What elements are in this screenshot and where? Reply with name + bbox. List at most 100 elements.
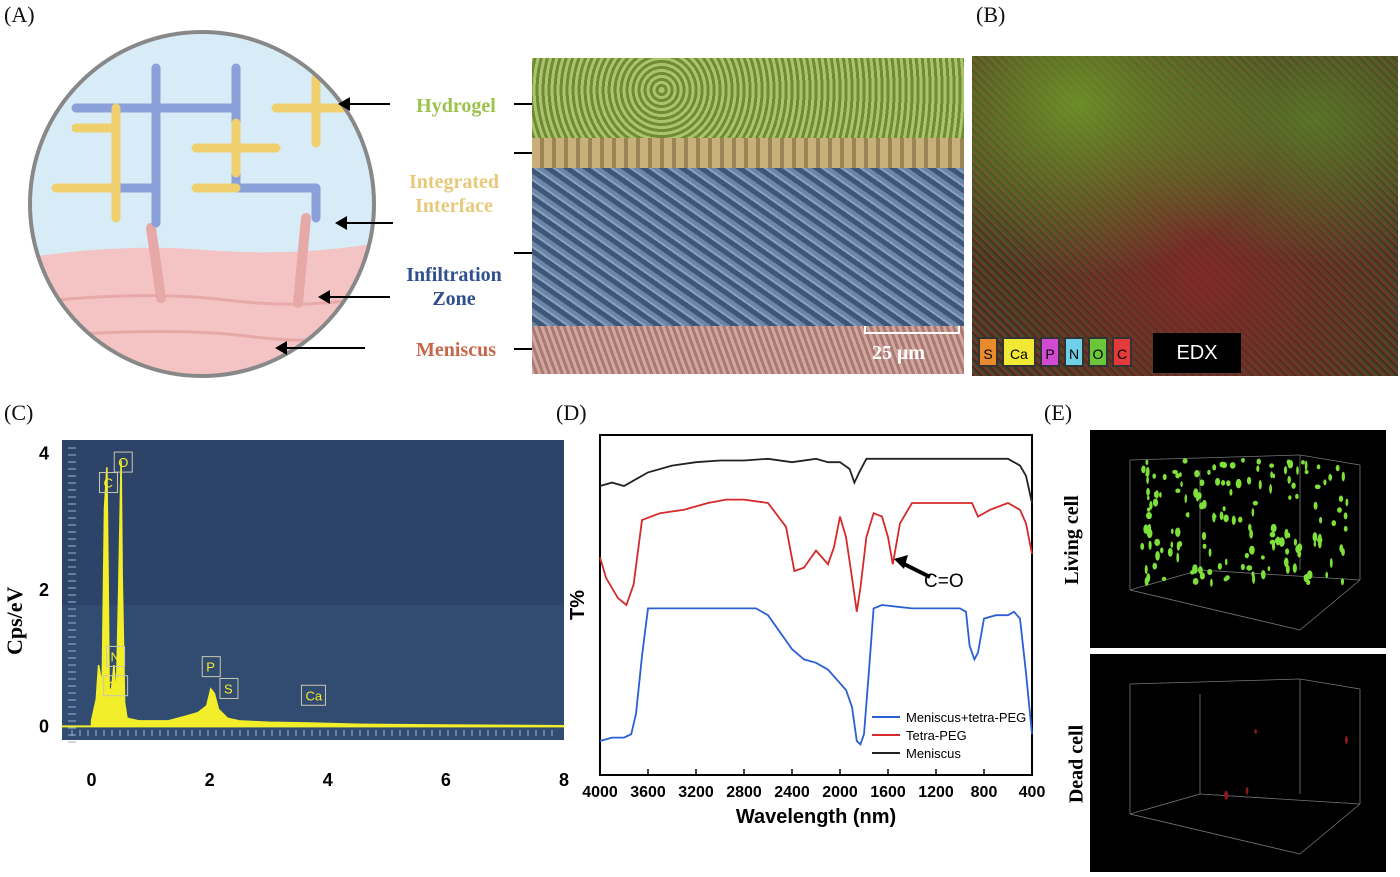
- layer-label-hydrogel: Hydrogel: [416, 95, 496, 117]
- cell-dot: [1146, 528, 1153, 539]
- layer-label-interface: Integrated Interface: [409, 171, 499, 217]
- cell-dot: [1199, 572, 1205, 580]
- cell-dot: [1160, 547, 1164, 554]
- cell-dot: [1144, 565, 1148, 575]
- ftir-legend-label: Meniscus+tetra-PEG: [906, 710, 1026, 725]
- cell-dot: [1288, 495, 1292, 500]
- edx-peak-label: S: [224, 681, 233, 696]
- cell-dot: [1154, 490, 1159, 499]
- cell-dot: [1304, 469, 1309, 474]
- edx-y-tick-label: 4: [39, 444, 49, 464]
- cell-dot: [1313, 501, 1318, 510]
- ftir-series-tetra-peg: [599, 498, 1033, 612]
- cell-dot: [1325, 571, 1329, 579]
- cell-dot: [1154, 538, 1161, 547]
- cell-dot: [1215, 477, 1221, 486]
- cell-dot: [1176, 552, 1180, 563]
- edx-peak-label: Ca: [108, 679, 125, 694]
- cell-dot: [1285, 548, 1290, 555]
- cell-dot: [1145, 466, 1150, 477]
- cell-dot: [1316, 464, 1321, 470]
- ftir-x-tick-label: 1600: [870, 784, 906, 801]
- ftir-x-tick-label: 1200: [918, 784, 954, 801]
- schematic-arrow-interface: [335, 216, 393, 230]
- cell-dot: [1172, 469, 1178, 475]
- confocal-box-edge: [1129, 813, 1301, 855]
- cell-dot: [1269, 531, 1276, 538]
- cell-dot: [1241, 458, 1245, 463]
- confocal-box-edge: [1299, 803, 1361, 855]
- cell-dot: [1244, 552, 1249, 559]
- cell-dot: [1175, 488, 1181, 494]
- cell-dot: [1192, 578, 1199, 585]
- ftir-y-axis-label: T%: [567, 590, 589, 620]
- cell-dot: [1293, 538, 1298, 546]
- cell-dot: [1152, 498, 1159, 507]
- cell-dot: [1182, 458, 1188, 464]
- cell-dot: [1296, 466, 1299, 475]
- ftir-x-tick-label: 2400: [774, 784, 810, 801]
- cell-dot: [1323, 479, 1327, 486]
- cell-dot: [1287, 459, 1294, 469]
- cell-dot: [1177, 541, 1183, 548]
- cell-dot: [1141, 465, 1146, 474]
- confocal-box-edge: [1129, 678, 1301, 685]
- cell-dot: [1338, 495, 1344, 502]
- cell-dot: [1301, 460, 1305, 465]
- cell-dot: [1252, 500, 1258, 506]
- living-cell-image: [1090, 430, 1386, 648]
- cell-dot: [1329, 558, 1333, 568]
- edx-spectrum-series: [90, 460, 565, 728]
- edx-peak-box: [300, 684, 326, 706]
- edx-element-p: P: [1040, 337, 1060, 367]
- cell-dot: [1219, 511, 1224, 521]
- ftir-series-meniscus: [599, 457, 1033, 504]
- cell-dot: [1185, 512, 1190, 517]
- ftir-spectrum-chart: 4000 3600 3200 2800 2400 2000 1600 1200 800 400 Wa…: [567, 434, 1045, 828]
- ftir-legend-label: Tetra-PEG: [906, 728, 967, 743]
- cell-dot: [1314, 484, 1321, 490]
- cell-dot: [1170, 541, 1174, 548]
- cell-dot: [1192, 564, 1198, 574]
- panel-label-e: (E): [1044, 400, 1073, 425]
- edx-x-tick-label: 2: [205, 770, 215, 790]
- panel-label-c: (C): [4, 400, 34, 425]
- cell-dot: [1162, 473, 1167, 481]
- cell-dot: [1222, 506, 1226, 512]
- cell-dot: [1341, 471, 1345, 482]
- cell-dot: [1319, 516, 1323, 524]
- cell-dot: [1202, 543, 1207, 549]
- cell-dot: [1345, 735, 1348, 745]
- dead-cell-image: [1090, 654, 1386, 872]
- ftir-annotation-arrowhead: [894, 555, 908, 569]
- cell-dot: [1312, 532, 1318, 542]
- edx-peak-box: [113, 451, 133, 473]
- cell-dot: [1313, 541, 1317, 547]
- confocal-box-edge: [1129, 793, 1201, 815]
- ftir-annotation-label: C=O: [924, 571, 964, 592]
- cell-dot: [1291, 482, 1296, 489]
- cell-dot: [1328, 473, 1333, 481]
- cell-dot: [1283, 466, 1288, 475]
- ftir-x-tick-label: 4000: [582, 784, 618, 801]
- cell-dot: [1197, 492, 1202, 500]
- cell-dot: [1295, 493, 1299, 499]
- cell-dot: [1245, 787, 1249, 795]
- confocal-box-edge: [1299, 579, 1361, 631]
- cell-dot: [1175, 527, 1181, 537]
- edx-peak-box: [98, 472, 118, 494]
- cell-dot: [1260, 570, 1266, 580]
- cell-dot: [1155, 550, 1160, 561]
- cell-dot: [1207, 469, 1211, 475]
- cell-dot: [1161, 576, 1167, 581]
- cell-dot: [1180, 481, 1183, 488]
- edx-peak-label: Ca: [305, 688, 322, 703]
- confocal-box-edge: [1299, 678, 1361, 690]
- cell-dot: [1170, 528, 1174, 535]
- cell-dot: [1229, 488, 1233, 496]
- cell-dot: [1340, 578, 1344, 586]
- cell-dot: [1304, 460, 1308, 471]
- cell-dot: [1267, 566, 1271, 572]
- cell-dot: [1179, 472, 1182, 477]
